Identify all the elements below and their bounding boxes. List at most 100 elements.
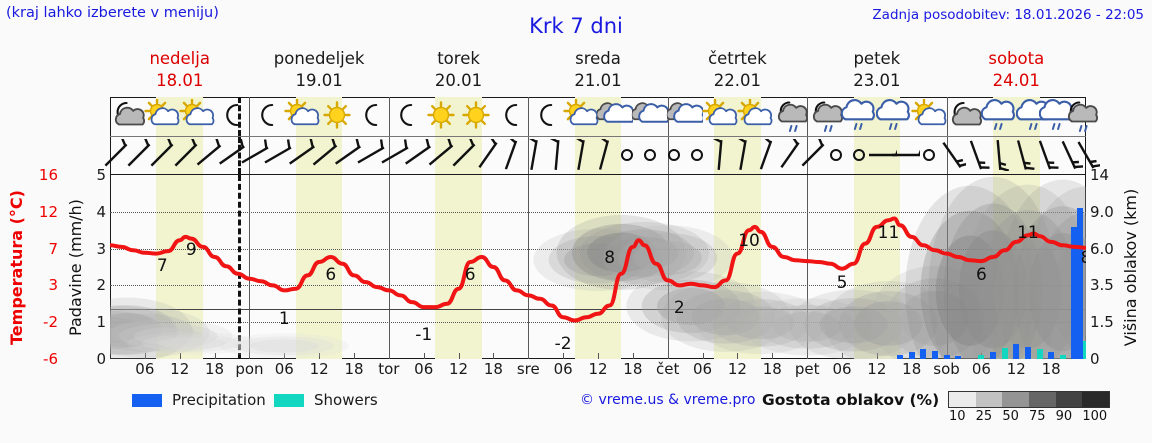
weather-icon-night-cloudy (109, 99, 146, 133)
day-date: 20.01 (434, 71, 483, 90)
weather-icon-sun-cloud (562, 98, 599, 133)
day-name: nedelja (149, 49, 210, 68)
weather-icon-cloudy (630, 99, 670, 133)
cloudtop-tick-0: 0 (1090, 350, 1100, 368)
x-tick-24: 06 (971, 360, 991, 378)
temp-point-label: 6 (976, 264, 987, 285)
weather-icon-cloud-rain (841, 99, 877, 133)
x-tick-13: 12 (588, 360, 608, 378)
temp-point-label: 11 (877, 222, 900, 243)
daylight-band (156, 137, 203, 174)
daylight-band (993, 175, 1040, 359)
x-tick-15: čet (656, 360, 680, 378)
temp-tick--6: -6 (43, 350, 58, 368)
gridline-horizontal (110, 211, 1086, 213)
day-name: četrtek (708, 49, 767, 68)
daylight-band (295, 175, 343, 359)
precip-tick-5: 5 (96, 166, 106, 184)
temp-tick-16: 16 (38, 166, 58, 184)
wind-barb (404, 138, 432, 171)
temp-point-label: 8 (604, 247, 616, 268)
colorbar-tick-10: 10 (949, 409, 966, 424)
wind-barb (1072, 139, 1102, 171)
wind-barb (148, 136, 176, 171)
cloud-density-legend-title: Gostota oblakov (%) (762, 391, 940, 409)
daylight-band (574, 175, 622, 359)
cloudtop-tick-6.0: 6.0 (1090, 239, 1114, 258)
last-update-text: Zadnja posodobitev: 18.01.2026 - 22:05 (872, 7, 1144, 23)
day-separator (807, 137, 809, 174)
precipitation-legend-label: Precipitation (172, 391, 266, 409)
wind-barb (125, 136, 153, 171)
wind-barb (613, 139, 641, 171)
day-header-2: ponedeljek 19.01 (249, 48, 388, 94)
colorbar-step-0 (949, 392, 976, 407)
x-tick-25: 12 (1006, 360, 1026, 378)
precip-tick-3: 3 (96, 239, 106, 258)
weather-icon-night-rain (772, 99, 808, 133)
precip-bar-precipitation (1077, 208, 1084, 359)
colorbar-step-1 (975, 392, 1003, 407)
weather-icon-sun-clear (423, 99, 459, 133)
page-title: Krk 7 dni (529, 14, 623, 38)
x-minor-tick (563, 353, 565, 359)
showers-swatch (274, 394, 304, 407)
precip-tick-0: 0 (96, 350, 106, 368)
gridline-horizontal (110, 322, 1086, 324)
x-tick-10: 18 (483, 360, 503, 378)
precip-bar-precipitation (920, 349, 927, 359)
x-minor-tick (458, 353, 460, 359)
x-tick-3: pon (235, 360, 264, 378)
day-header-4: sreda 21.01 (528, 48, 667, 94)
precip-bar-precipitation (1013, 344, 1020, 359)
precip-bar-showers (1059, 355, 1066, 359)
colorbar-step-4 (1055, 392, 1083, 407)
zero-degree-line (110, 308, 1086, 310)
temp-point-label: -1 (415, 325, 433, 346)
colorbar-tick-50: 50 (1002, 409, 1019, 424)
wind-barb (381, 139, 409, 171)
cloud-density-colorbar-ticks: 10 25 50 75 90 100 (948, 409, 1118, 425)
x-tick-14: 18 (623, 360, 643, 378)
now-marker-line (237, 175, 241, 359)
credit-link[interactable]: © vreme.us & vreme.pro (580, 392, 756, 408)
x-tick-8: 06 (414, 360, 434, 378)
day-name: sreda (575, 49, 621, 68)
temp-point-label: 6 (325, 264, 337, 285)
temp-tick-3: 3 (48, 276, 58, 295)
x-minor-tick (144, 353, 146, 359)
x-tick-17: 12 (727, 360, 747, 378)
wind-barb (288, 138, 316, 171)
daylight-band (714, 175, 761, 359)
day-name: ponedeljek (273, 49, 365, 68)
weather-icon-night-rain (1062, 99, 1099, 133)
x-minor-tick (319, 353, 321, 359)
wind-barb (845, 139, 873, 171)
colorbar-step-2 (1002, 392, 1030, 407)
precip-bar-precipitation (1071, 226, 1078, 359)
weather-icon-sun-clear (458, 99, 494, 133)
day-separator (388, 97, 390, 136)
wind-barb (822, 139, 850, 171)
day-date: 21.01 (574, 71, 622, 90)
x-tick-5: 12 (309, 360, 329, 378)
temp-point-label: -2 (554, 333, 572, 354)
day-name: sobota (988, 49, 1045, 68)
x-tick-23: sob (933, 360, 960, 378)
cloudtop-tick-14: 14 (1090, 166, 1110, 184)
x-minor-tick (737, 353, 739, 359)
x-minor-tick (772, 353, 774, 359)
x-tick-6: 18 (344, 360, 364, 378)
weather-icon-night-clear (353, 99, 389, 133)
day-date: 19.01 (295, 71, 343, 90)
day-separator (946, 175, 948, 359)
day-date: 23.01 (853, 71, 901, 90)
precip-bar-precipitation (1048, 352, 1055, 359)
temp-point-label: 8 (1080, 247, 1086, 268)
wind-barb (706, 136, 734, 171)
x-minor-tick (702, 353, 704, 359)
colorbar-tick-90: 90 (1055, 409, 1073, 424)
gridline-horizontal (110, 285, 1086, 287)
wind-barb (1055, 139, 1084, 171)
day-date: 18.01 (156, 71, 204, 90)
